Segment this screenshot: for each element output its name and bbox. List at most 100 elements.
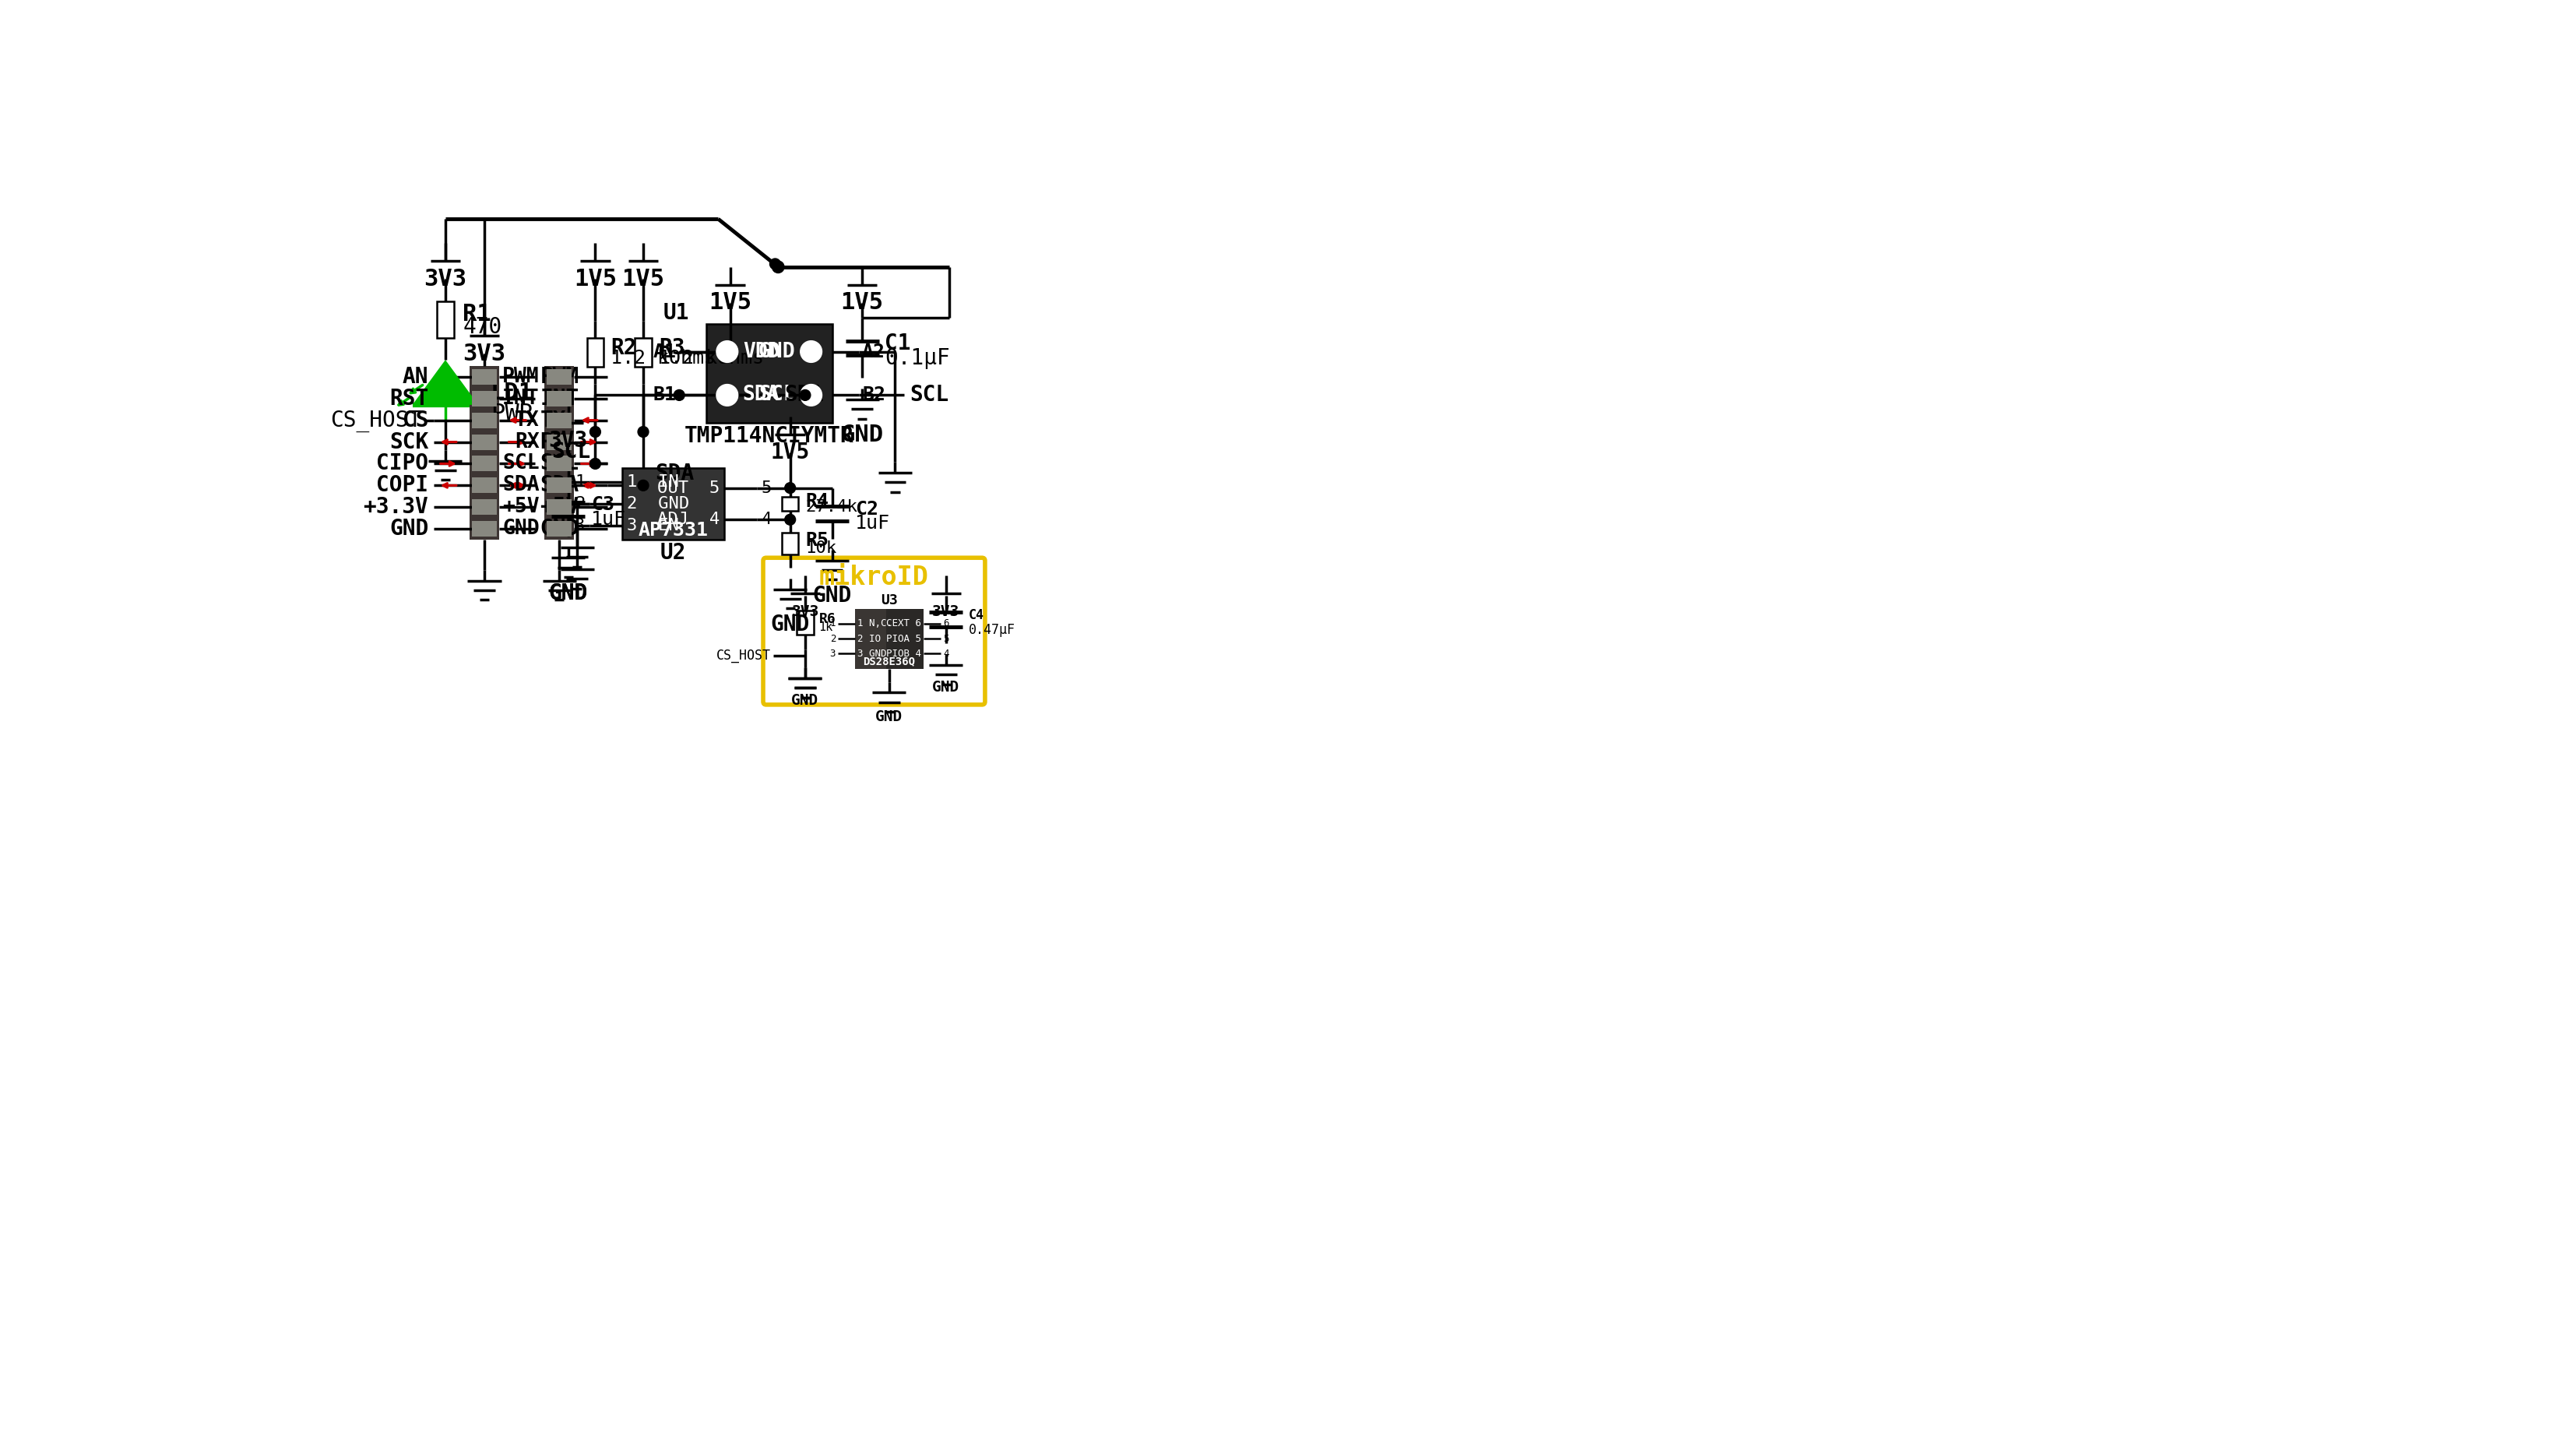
Text: 3V3: 3V3 xyxy=(425,268,466,290)
Text: A1: A1 xyxy=(652,342,677,361)
Text: RX: RX xyxy=(515,432,538,452)
Text: GND: GND xyxy=(876,709,902,724)
Text: DS28E36Q: DS28E36Q xyxy=(863,655,914,667)
Bar xyxy=(471,521,487,536)
Text: C3: C3 xyxy=(590,496,616,515)
Bar xyxy=(471,455,487,471)
Text: AP7331: AP7331 xyxy=(639,521,708,539)
Bar xyxy=(546,477,562,493)
Text: 2: 2 xyxy=(574,496,585,512)
FancyBboxPatch shape xyxy=(762,558,984,705)
Circle shape xyxy=(801,341,822,362)
Bar xyxy=(587,338,603,367)
Text: GND: GND xyxy=(840,423,884,447)
Text: GND: GND xyxy=(757,342,796,361)
Bar xyxy=(623,468,724,539)
Text: R4: R4 xyxy=(806,493,829,510)
Circle shape xyxy=(716,341,737,362)
Text: +3.3V: +3.3V xyxy=(363,496,428,518)
Text: 2: 2 xyxy=(829,634,835,644)
Text: 1.2 kOhms: 1.2 kOhms xyxy=(659,348,765,367)
Text: 1V5: 1V5 xyxy=(770,442,809,464)
Text: AN: AN xyxy=(402,365,428,387)
Bar xyxy=(544,365,574,539)
Text: PWM: PWM xyxy=(502,367,538,387)
Text: SCL: SCL xyxy=(541,452,580,474)
Text: SCL: SCL xyxy=(551,441,590,463)
Bar xyxy=(886,609,925,668)
Text: 3  EN: 3 EN xyxy=(626,518,680,534)
Text: A2: A2 xyxy=(863,342,886,361)
Bar xyxy=(471,499,487,515)
Text: 470: 470 xyxy=(464,316,502,338)
Circle shape xyxy=(639,480,649,492)
Text: 3: 3 xyxy=(574,518,585,534)
Bar xyxy=(546,412,562,428)
Text: R1: R1 xyxy=(464,303,492,325)
Text: U3: U3 xyxy=(881,593,899,608)
Text: SCL: SCL xyxy=(502,454,538,474)
Polygon shape xyxy=(412,360,479,405)
Text: 1V5: 1V5 xyxy=(840,291,884,315)
Text: GND: GND xyxy=(811,584,853,606)
Text: U2: U2 xyxy=(659,542,685,564)
Bar xyxy=(546,455,562,471)
Bar xyxy=(482,521,497,536)
Text: RX: RX xyxy=(541,431,567,452)
Bar xyxy=(634,338,652,367)
Text: 1V5: 1V5 xyxy=(621,268,665,290)
Text: GND: GND xyxy=(549,583,587,605)
Text: 6: 6 xyxy=(943,619,948,629)
Bar xyxy=(482,368,497,384)
Text: U1: U1 xyxy=(662,302,690,323)
Text: GND: GND xyxy=(549,583,587,605)
Text: C1: C1 xyxy=(886,334,912,355)
Text: CS: CS xyxy=(402,409,428,431)
Text: PWM: PWM xyxy=(541,365,580,387)
Text: 1V5: 1V5 xyxy=(708,291,752,315)
Circle shape xyxy=(716,384,737,406)
Text: SDA: SDA xyxy=(541,474,580,496)
Bar xyxy=(556,455,572,471)
Bar xyxy=(556,434,572,449)
Text: INT: INT xyxy=(502,389,538,409)
Bar xyxy=(546,434,562,449)
Text: CEXT 6: CEXT 6 xyxy=(886,619,922,629)
Text: TX: TX xyxy=(541,409,567,431)
Text: 1V5: 1V5 xyxy=(574,268,616,290)
Circle shape xyxy=(639,426,649,438)
Bar xyxy=(482,412,497,428)
Bar xyxy=(471,368,487,384)
Bar xyxy=(796,610,814,635)
Text: 3V3: 3V3 xyxy=(464,342,505,365)
Bar xyxy=(546,368,562,384)
Text: R3: R3 xyxy=(659,338,685,360)
Text: 1uF: 1uF xyxy=(590,510,626,529)
Text: SDA: SDA xyxy=(654,463,696,484)
Text: SDA: SDA xyxy=(502,476,538,496)
Text: 4: 4 xyxy=(762,512,773,528)
Text: 1: 1 xyxy=(574,474,585,490)
Bar xyxy=(471,434,487,449)
Circle shape xyxy=(675,390,685,400)
Text: 5: 5 xyxy=(762,480,773,496)
Text: PWR: PWR xyxy=(489,403,533,425)
Text: 3: 3 xyxy=(829,648,835,658)
Text: COPI: COPI xyxy=(376,474,428,496)
Circle shape xyxy=(799,390,811,400)
Text: 3V3: 3V3 xyxy=(791,605,819,619)
Text: 10k: 10k xyxy=(806,541,837,555)
Text: +5V: +5V xyxy=(541,496,580,518)
Text: SDA: SDA xyxy=(783,384,824,406)
Text: mikroID: mikroID xyxy=(819,564,930,590)
Bar xyxy=(781,532,799,554)
Text: VDD: VDD xyxy=(742,342,781,361)
Text: CS_HOST: CS_HOST xyxy=(716,648,770,663)
Text: OUT  5: OUT 5 xyxy=(657,480,719,496)
Text: R5: R5 xyxy=(806,531,829,550)
Bar xyxy=(556,412,572,428)
Bar xyxy=(546,499,562,515)
Text: C2: C2 xyxy=(855,500,878,519)
Text: B1: B1 xyxy=(652,386,677,405)
Bar xyxy=(482,477,497,493)
